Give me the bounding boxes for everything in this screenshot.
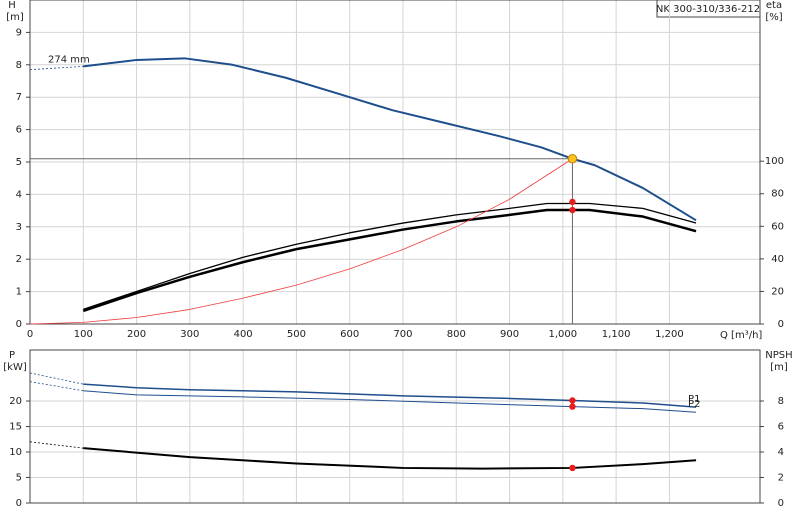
y2-label: NPSH <box>765 350 792 361</box>
x-tick-label: 200 <box>127 329 146 340</box>
y-tick-label: 1 <box>16 287 22 298</box>
operating-marker <box>569 403 576 410</box>
y-tick-label: 5 <box>16 157 22 168</box>
line-extension <box>29 441 84 449</box>
line-extension <box>29 372 84 385</box>
y-tick-label: 0 <box>16 319 22 330</box>
line <box>83 202 697 310</box>
y-unit: [kW] <box>3 362 27 373</box>
x-tick-label: 400 <box>234 329 253 340</box>
y2-tick-label: 20 <box>771 286 784 297</box>
line <box>29 158 573 325</box>
x-tick-label: 1,100 <box>602 329 631 340</box>
x-tick-label: 1,200 <box>655 329 684 340</box>
duty-point <box>567 154 578 164</box>
y2-tick-label: 6 <box>778 422 784 433</box>
y2-tick-label: 0 <box>778 319 784 330</box>
chart-title: NK 300-310/336-212 <box>656 4 760 15</box>
y2-tick-label: 8 <box>778 396 784 407</box>
curve-label: P2 <box>688 399 700 410</box>
y2-tick-label: 40 <box>771 254 784 265</box>
y-label: P <box>9 350 15 361</box>
x-tick-label: 500 <box>287 329 306 340</box>
curve-label: P1 <box>688 394 700 405</box>
x-tick-label: 0 <box>27 329 33 340</box>
y-tick-label: 5 <box>16 473 22 484</box>
y2-unit: [m] <box>770 362 788 373</box>
y-tick-label: 6 <box>16 125 22 136</box>
line-extension <box>29 381 84 392</box>
y-tick-label: 2 <box>16 254 22 265</box>
y-tick-label: 20 <box>9 396 22 407</box>
y2-tick-label: 4 <box>778 447 784 458</box>
x-tick-label: 100 <box>74 329 93 340</box>
y-tick-label: 15 <box>9 422 22 433</box>
y-tick-label: 0 <box>16 498 22 509</box>
y2-tick-label: 2 <box>778 473 784 484</box>
line <box>83 390 697 413</box>
y2-tick-label: 0 <box>778 498 784 509</box>
y-tick-label: 9 <box>16 27 22 38</box>
line <box>83 383 697 408</box>
operating-marker <box>569 206 576 214</box>
x-tick-label: 900 <box>500 329 519 340</box>
y-tick-label: 7 <box>16 92 22 103</box>
y-label: H <box>8 0 16 11</box>
y2-tick-label: 100 <box>765 156 784 167</box>
operating-marker <box>569 464 576 472</box>
x-tick-label: 300 <box>180 329 199 340</box>
y-tick-label: 8 <box>16 60 22 71</box>
curve-label: 274 mm <box>48 55 90 66</box>
y-tick-label: 4 <box>16 189 22 200</box>
line-extension <box>29 66 84 71</box>
plot-frame <box>29 0 761 325</box>
line <box>83 447 697 470</box>
plot-frame <box>29 349 761 504</box>
y-unit: [m] <box>6 12 24 23</box>
y-tick-label: 3 <box>16 222 22 233</box>
x-tick-label: 800 <box>447 329 466 340</box>
x-tick-label: 600 <box>340 329 359 340</box>
line <box>83 57 697 222</box>
x-label: Q [m³/h] <box>720 330 762 341</box>
operating-marker <box>569 198 576 206</box>
y2-label: eta <box>766 0 782 11</box>
line <box>82 208 697 313</box>
y-tick-label: 10 <box>9 447 22 458</box>
x-tick-label: 1,000 <box>549 329 578 340</box>
y2-tick-label: 80 <box>771 189 784 200</box>
y2-unit: [%] <box>765 12 782 23</box>
y2-tick-label: 60 <box>771 221 784 232</box>
operating-marker <box>569 397 576 404</box>
x-tick-label: 700 <box>393 329 412 340</box>
